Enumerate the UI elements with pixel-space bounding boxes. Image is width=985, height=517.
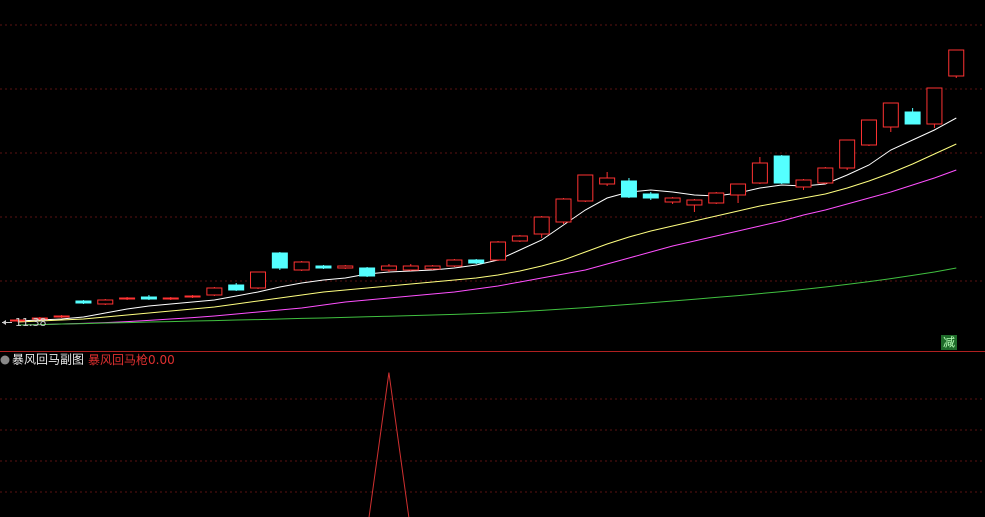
candle-body	[359, 267, 376, 277]
candle-body	[315, 265, 332, 269]
series-line	[17, 117, 957, 322]
candle-body	[860, 119, 877, 146]
tag-box	[941, 335, 957, 350]
candle-body	[337, 265, 354, 269]
candle-body	[664, 197, 681, 203]
series-line	[368, 372, 410, 517]
candle-body	[730, 183, 747, 196]
candle-body	[97, 299, 114, 305]
price-panel	[10, 49, 965, 326]
candle-body	[184, 295, 201, 298]
candle-body	[511, 235, 528, 242]
indicator-legend: 暴风回马枪0.00	[88, 352, 175, 367]
candle-body	[751, 162, 768, 184]
grid-lines	[0, 24, 985, 493]
candle-body	[293, 261, 310, 271]
panel-icon[interactable]	[0, 355, 10, 365]
candle-body	[882, 102, 899, 128]
candle-body	[228, 284, 245, 291]
candle-body	[599, 177, 616, 185]
candle-body	[271, 252, 288, 269]
candle-body	[162, 297, 179, 300]
candle-body	[555, 198, 572, 223]
series-line	[17, 267, 957, 326]
candle-body	[119, 297, 136, 300]
candle-body	[424, 265, 441, 270]
candle-body	[250, 271, 267, 289]
candle-body	[10, 319, 26, 322]
candle-body	[140, 296, 157, 300]
candle-body	[904, 111, 921, 125]
candle-body	[533, 216, 550, 235]
low-price-label: 11.38	[15, 316, 47, 329]
candle-body	[380, 265, 397, 271]
candle-body	[206, 287, 223, 296]
candle-body	[926, 87, 943, 125]
candle-body	[446, 259, 463, 267]
indicator-value: 0.00	[148, 353, 175, 367]
candle-body	[75, 300, 92, 304]
series-line	[17, 143, 957, 323]
candle-body	[708, 192, 725, 204]
candle-body	[468, 259, 485, 264]
candle-body	[795, 179, 812, 188]
indicator-panel	[368, 372, 410, 517]
candle-body	[402, 265, 419, 271]
candle-body	[773, 155, 790, 184]
low-arrow-head	[2, 320, 6, 325]
candle-body	[642, 193, 659, 199]
tag-label: 减	[943, 336, 955, 350]
candle-body	[817, 167, 834, 184]
candle-body	[948, 49, 965, 77]
candle-body	[686, 199, 703, 206]
candle-body	[490, 241, 507, 261]
candle-body	[31, 317, 48, 320]
candle-body	[53, 315, 70, 318]
candle-body	[620, 180, 637, 198]
candle-body	[577, 174, 594, 202]
indicator-name: 暴风回马枪	[88, 352, 148, 367]
series-line	[17, 169, 957, 326]
candle-body	[839, 139, 856, 169]
indicator-title: 暴风回马副图	[12, 353, 84, 367]
